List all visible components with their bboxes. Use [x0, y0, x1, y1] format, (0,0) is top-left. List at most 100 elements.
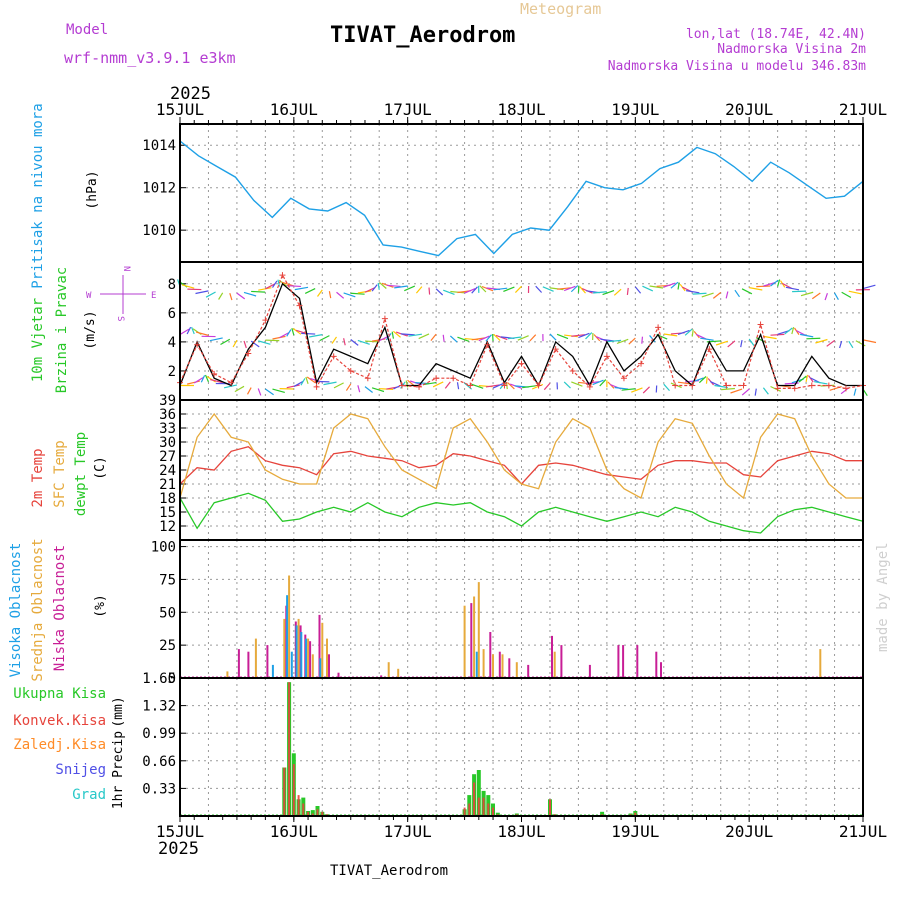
wind-barb — [626, 287, 629, 295]
wind-barb — [279, 331, 290, 339]
wind-barb — [522, 385, 536, 389]
wind-barb — [432, 381, 444, 388]
wind-barb — [236, 292, 246, 300]
wind-barb — [258, 287, 272, 291]
precip-ytick-label: 0.33 — [142, 781, 176, 797]
wind-barb — [350, 339, 359, 346]
wind-barb — [186, 380, 200, 385]
cloud-bar-low — [508, 658, 511, 678]
time-label-top: 19JUL — [611, 100, 659, 119]
cloud-bar-low — [470, 603, 473, 678]
cloud-bar-low — [237, 649, 240, 678]
precip-ytick-label: 1.32 — [142, 699, 176, 715]
wind-barb — [613, 288, 622, 296]
wind-barb — [405, 380, 409, 388]
wind-barb — [308, 334, 323, 338]
wind-barb — [691, 329, 694, 337]
wind-barb — [563, 285, 576, 292]
wind-speed-line — [179, 282, 863, 387]
wind-barb — [205, 291, 216, 298]
wind-barb — [507, 336, 522, 340]
wind-barb — [286, 285, 301, 288]
wind-barb — [243, 340, 247, 349]
wind-barb — [721, 387, 735, 391]
precip-bar-conv — [297, 795, 300, 816]
wind-gust-point — [638, 360, 645, 367]
wind-barb — [770, 385, 781, 392]
precip-bar-conv — [468, 803, 471, 816]
wind-barb — [277, 279, 281, 287]
compass-rose: N E S W — [86, 266, 156, 321]
wind-gust-point — [740, 382, 747, 389]
compass-south: S — [115, 316, 125, 321]
compass-north: N — [121, 266, 131, 271]
wind-gust-point — [398, 382, 405, 389]
temperature-ytick-label: 30 — [159, 435, 176, 451]
wind-barb — [220, 338, 231, 346]
cloud-bar-low — [266, 645, 269, 678]
wind-barb — [714, 384, 728, 389]
wind-barb — [471, 286, 478, 294]
wind-barb — [394, 285, 408, 289]
wind-barb — [418, 333, 430, 340]
cloud-bar-low — [328, 654, 330, 678]
compass-east: E — [151, 291, 156, 301]
precip-bar-total — [600, 811, 605, 816]
wind-barb — [204, 374, 210, 383]
precip-bar-conv — [307, 811, 310, 816]
wind-barb — [485, 334, 492, 342]
wind-barb — [616, 338, 629, 345]
wind-barb — [218, 292, 224, 300]
clouds-ytick-label: 25 — [159, 638, 176, 654]
wind-barb — [578, 381, 593, 385]
cloud-bar-mid — [254, 638, 257, 678]
wind-barb — [364, 386, 373, 393]
cloud-bar-mid — [288, 575, 291, 678]
sfc-temp-line — [179, 412, 863, 500]
wind-barb — [791, 326, 795, 335]
wind-barb — [364, 286, 376, 293]
time-label-bottom: 18JUL — [497, 822, 545, 841]
wind-barb — [386, 284, 401, 288]
wind-barb — [800, 291, 814, 297]
wind-barb — [585, 332, 593, 340]
ylabel-cloud-high: Visoka Oblacnost — [8, 543, 24, 678]
wind-barb — [456, 382, 460, 390]
wind-barb — [291, 328, 295, 336]
wind-ytick-label: 4 — [168, 335, 176, 351]
wind-barb — [631, 387, 643, 393]
wind-gust-point — [723, 382, 730, 389]
wind-barb — [507, 382, 515, 390]
wind-barb — [379, 388, 394, 390]
unit-wind: (m/s) — [83, 310, 98, 349]
wind-gust-point — [330, 353, 337, 360]
ylabel-wind-1: 10m Vjetar — [30, 298, 46, 382]
wind-barb — [798, 375, 807, 383]
wind-barb — [741, 288, 753, 295]
unit-precip: (mm) — [111, 696, 126, 727]
wind-barb — [543, 382, 551, 391]
wind-barb — [391, 331, 395, 339]
cloud-bar-high — [286, 595, 289, 678]
wind-barb — [593, 291, 607, 294]
wind-barb — [848, 340, 854, 349]
wind-barb — [265, 339, 280, 342]
wind-barb — [408, 333, 422, 337]
wind-gust-point — [364, 375, 371, 382]
wind-barb — [748, 338, 755, 346]
wind-barb — [514, 285, 522, 294]
wind-barb — [607, 339, 622, 343]
cloud-bar-mid — [482, 649, 485, 678]
meteogram-subtitle: Meteogram — [520, 0, 601, 18]
cloud-bar-high — [295, 625, 298, 678]
cloud-bar-mid — [311, 654, 314, 678]
cloud-bar-low — [660, 662, 662, 678]
wind-barb — [642, 285, 654, 292]
time-label-bottom: 20JUL — [725, 822, 773, 841]
clouds-ytick-label: 0 — [168, 671, 176, 687]
wind-barb — [649, 285, 664, 289]
precip-bar-conv — [549, 799, 551, 816]
cloud-bar-high — [300, 632, 303, 678]
wind-barb — [186, 326, 192, 335]
